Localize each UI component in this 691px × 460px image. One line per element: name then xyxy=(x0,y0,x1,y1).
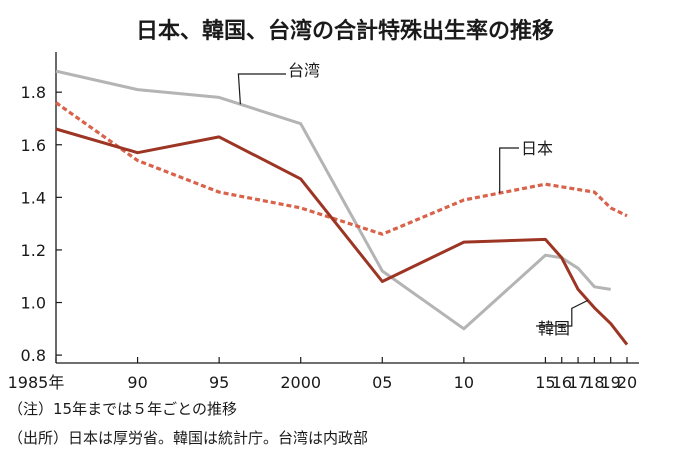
series-line-2 xyxy=(55,127,629,346)
x-tick-label: 20 xyxy=(617,373,637,392)
leader-line-2 xyxy=(536,299,589,327)
x-tick-label: 95 xyxy=(209,373,229,392)
series-lines xyxy=(55,69,629,346)
source-text: （出所）日本は厚労省。韓国は統計庁。台湾は内政部 xyxy=(8,429,369,447)
x-tick-label: 19 xyxy=(601,373,621,392)
x-tick-label: 17 xyxy=(568,373,588,392)
series-label-2: 韓国 xyxy=(538,319,570,338)
series-label-0: 台湾 xyxy=(288,61,320,80)
x-tick-label: 90 xyxy=(127,373,147,392)
x-tick-label: 18 xyxy=(584,373,604,392)
x-tick-label: 1985年 xyxy=(8,373,65,392)
leader-line-1 xyxy=(499,147,519,193)
x-tick-label: 2000 xyxy=(280,373,321,392)
x-tick-label: 10 xyxy=(454,373,474,392)
y-tick-label: 0.8 xyxy=(21,346,46,365)
x-tick-label: 05 xyxy=(372,373,392,392)
leader-line-0 xyxy=(237,73,286,105)
chart-title: 日本、韓国、台湾の合計特殊出生率の推移 xyxy=(136,18,554,44)
y-tick-label: 1.8 xyxy=(21,83,46,102)
series-label-1: 日本 xyxy=(521,139,553,158)
y-tick-label: 1.2 xyxy=(21,241,46,260)
x-tick-label: 15 xyxy=(535,373,555,392)
y-axis: 0.8 1.0 1.2 1.4 1.6 1.8 xyxy=(21,52,62,365)
x-tick-label: 16 xyxy=(552,373,572,392)
series-line-1 xyxy=(55,101,628,236)
note-text: （注）15年までは５年ごとの推移 xyxy=(8,400,237,418)
y-tick-label: 1.6 xyxy=(21,136,46,155)
series-line-0 xyxy=(55,69,611,331)
y-tick-label: 1.4 xyxy=(21,188,46,207)
y-tick-label: 1.0 xyxy=(21,294,46,313)
